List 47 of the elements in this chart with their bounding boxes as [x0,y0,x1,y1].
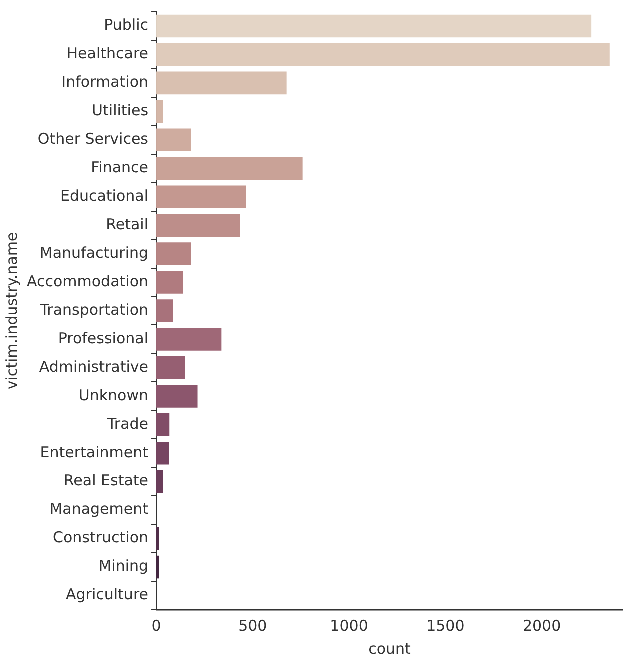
bar [156,385,198,408]
y-tick-label: Other Services [38,130,149,148]
y-tick-label: Agriculture [66,586,149,604]
bar [156,414,170,436]
bar [156,300,174,322]
y-tick-label: Retail [106,215,149,234]
y-tick-label: Trade [106,414,149,433]
y-tick-label: Entertainment [40,443,149,462]
y-tick-label: Construction [53,528,149,547]
y-tick-label: Educational [60,186,149,205]
y-axis-title: victim.industry.name [2,232,21,390]
bar [156,43,610,66]
bar [156,14,592,38]
bar [156,556,160,579]
y-tick-label: Manufacturing [40,244,149,262]
y-tick-label: Public [104,16,149,34]
bar [156,328,222,351]
x-axis-title: count [368,640,412,658]
bar [156,356,186,380]
bar [156,271,184,294]
y-tick-label: Finance [91,158,149,177]
y-tick-label: Administrative [39,358,149,376]
bar [156,527,160,550]
x-tick-label: 1000 [330,616,368,635]
bar [156,100,164,124]
x-tick-label: 2000 [522,616,562,635]
y-tick-label: Real Estate [64,472,149,490]
y-tick-label: Management [50,500,149,518]
y-tick-label: Utilities [92,102,149,120]
y-tick-label: Accommodation [26,272,149,290]
bar [156,72,287,95]
bar [156,470,164,494]
bar [156,442,170,465]
y-tick-label: Mining [98,557,149,576]
y-tick-label: Healthcare [66,44,149,63]
x-tick-label: 500 [238,616,268,635]
bar [156,214,240,237]
x-tick-label: 1500 [426,616,465,635]
y-tick-label: Information [62,73,149,92]
y-tick-label: Professional [58,329,149,348]
x-tick-label: 0 [152,616,162,635]
y-tick-label: Unknown [78,386,149,404]
bar [156,157,303,180]
y-tick-label: Transportation [39,300,149,319]
bar [156,128,192,152]
bar [156,242,192,266]
bar [156,186,246,208]
